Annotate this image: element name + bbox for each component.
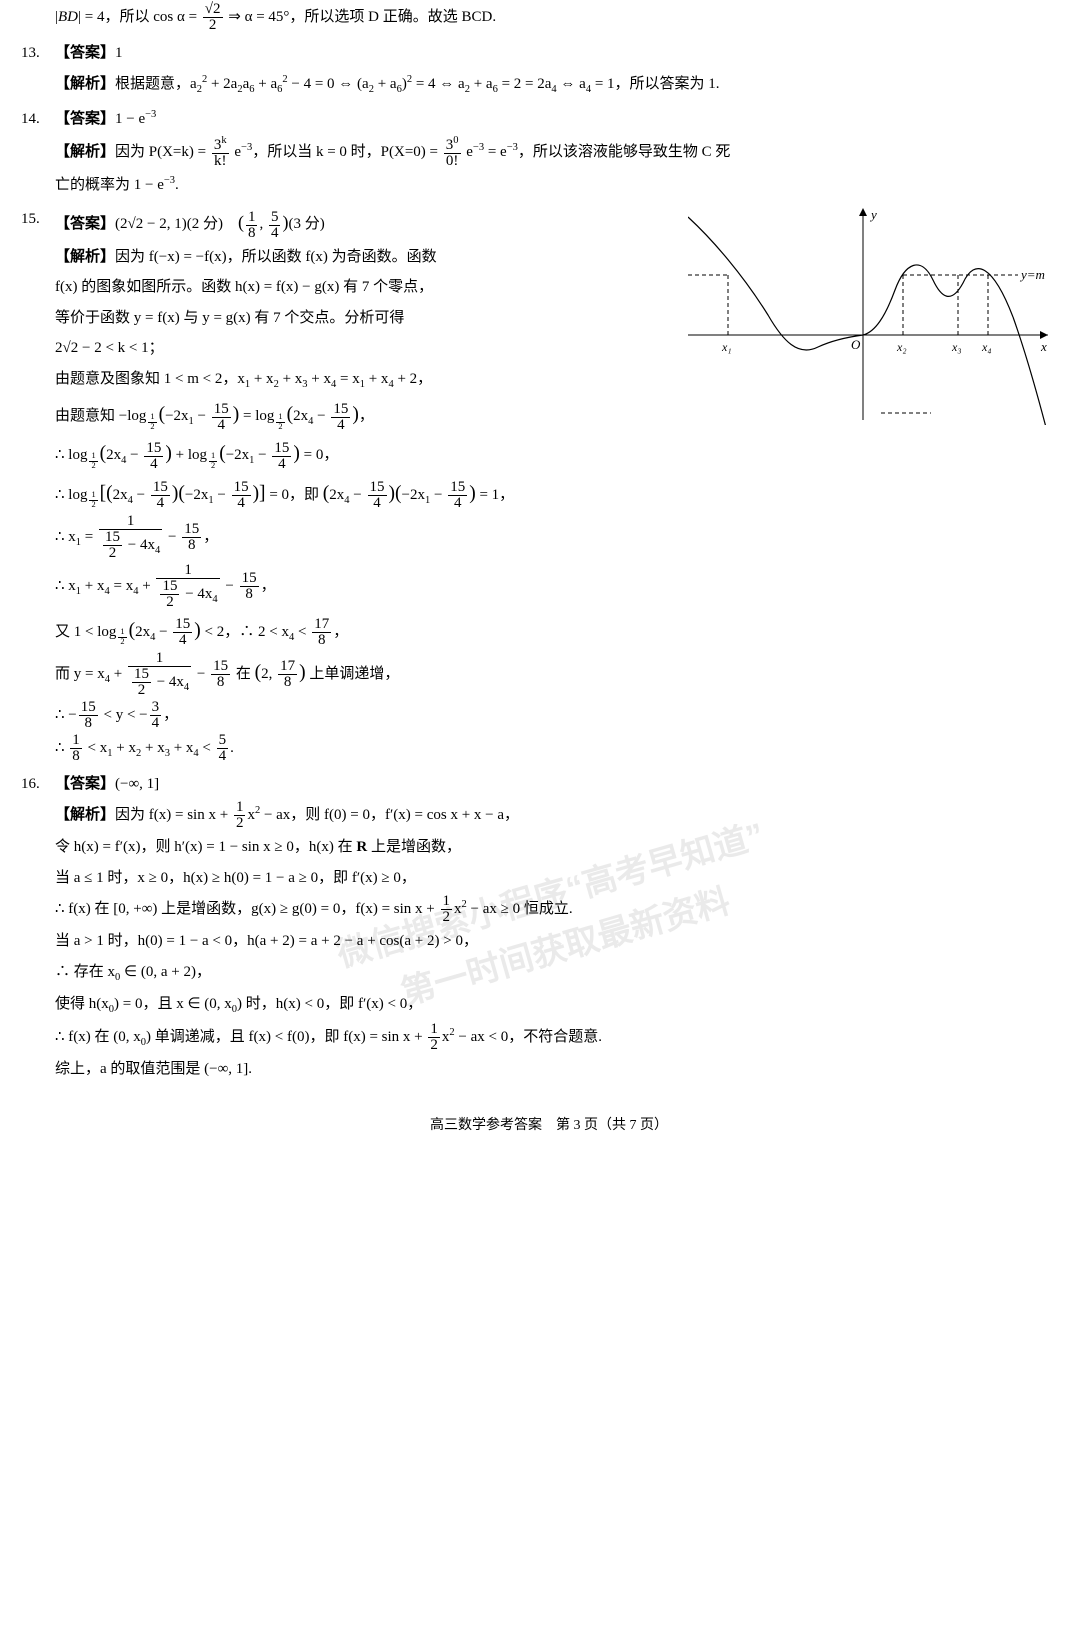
- q15-line: ∴ log12(2x4 − 154) + log12(−2x1 − 154) =…: [55, 435, 1043, 472]
- answer-label: 【答案】: [55, 216, 115, 232]
- q15-line: ∴ 18 < x1 + x2 + x3 + x4 < 54.: [55, 733, 1043, 764]
- q16-line: 使得 h(x0) = 0，且 x ∈ (0, x0) 时，h(x) < 0，即 …: [55, 990, 1043, 1020]
- q16-answer: (−∞, 1]: [115, 776, 159, 792]
- q16-line: 【解析】因为 f(x) = sin x + 12x2 − ax，则 f(0) =…: [55, 800, 1043, 831]
- svg-text:y: y: [869, 207, 877, 222]
- q15-line: ∴ x1 + x4 = x4 + 1152 − 4x4 − 158，: [55, 563, 1043, 610]
- q16-line: 当 a > 1 时，h(0) = 1 − a < 0，h(a + 2) = a …: [55, 927, 1043, 956]
- q16-line: 当 a ≤ 1 时，x ≥ 0，h(x) ≥ h(0) = 1 − a ≥ 0，…: [55, 864, 1043, 893]
- q13-jiexi: 根据题意，a22 + 2a2a6 + a62 − 4 = 0 ⇔ (a2 + a…: [115, 76, 720, 92]
- svg-text:O: O: [851, 337, 861, 352]
- answer-label: 【答案】: [55, 111, 115, 127]
- svg-text:x₂: x₂: [896, 340, 907, 354]
- svg-text:x: x: [1040, 339, 1047, 354]
- q16-line: ∴ 存在 x0 ∈ (0, a + 2)，: [55, 958, 1043, 988]
- q16-line: ∴ f(x) 在 (0, x0) 单调递减，且 f(x) < f(0)，即 f(…: [55, 1022, 1043, 1053]
- svg-text:x₄: x₄: [981, 340, 992, 354]
- q15-line: 而 y = x4 + 1152 − 4x4 − 158 在 (2, 178) 上…: [55, 651, 1043, 698]
- page-footer: 高三数学参考答案 第 3 页（共 7 页）: [55, 1113, 1043, 1140]
- q14-answer: 1 − e−3: [115, 111, 156, 127]
- q13-number: 13.: [21, 39, 40, 68]
- svg-text:x₁: x₁: [721, 340, 732, 354]
- q16-line: ∴ f(x) 在 [0, +∞) 上是增函数，g(x) ≥ g(0) = 0，f…: [55, 894, 1043, 925]
- answer-label: 【答案】: [55, 45, 115, 61]
- q15-line: ∴ −158 < y < −34，: [55, 700, 1043, 731]
- q14-jiexi-line1: 【解析】因为 P(X=k) = 3kk! e−3，所以当 k = 0 时，P(X…: [55, 136, 1043, 169]
- q14-jiexi-line2: 亡的概率为 1 − e−3.: [55, 171, 1043, 200]
- q15-diagram: Ox y y=m x₁ x₂ x₃ x₄: [688, 205, 1053, 425]
- q14-number: 14.: [21, 105, 40, 134]
- q16-line: 令 h(x) = f′(x)，则 h′(x) = 1 − sin x ≥ 0，h…: [55, 833, 1043, 862]
- q16-line: 综上，a 的取值范围是 (−∞, 1].: [55, 1055, 1043, 1084]
- q13-answer: 1: [115, 45, 123, 61]
- q15-answer: (2√2 − 2, 1)(2 分) (18, 54)(3 分): [115, 216, 325, 232]
- intro-line: |BD| = 4，所以 cos α = √22 ⇒ α = 45°，所以选项 D…: [55, 2, 1043, 33]
- q15-line: 又 1 < log12(2x4 − 154) < 2，∴ 2 < x4 < 17…: [55, 612, 1043, 649]
- q16-number: 16.: [21, 770, 40, 799]
- q15-line: ∴ x1 = 1152 − 4x4 − 158，: [55, 514, 1043, 561]
- q15-number: 15.: [21, 205, 40, 234]
- jiexi-label: 【解析】: [55, 76, 115, 92]
- answer-label: 【答案】: [55, 776, 115, 792]
- svg-text:y=m: y=m: [1019, 267, 1045, 282]
- svg-text:x₃: x₃: [951, 340, 962, 354]
- q15-line: ∴ log12[(2x4 − 154)(−2x1 − 154)] = 0，即 (…: [55, 475, 1043, 512]
